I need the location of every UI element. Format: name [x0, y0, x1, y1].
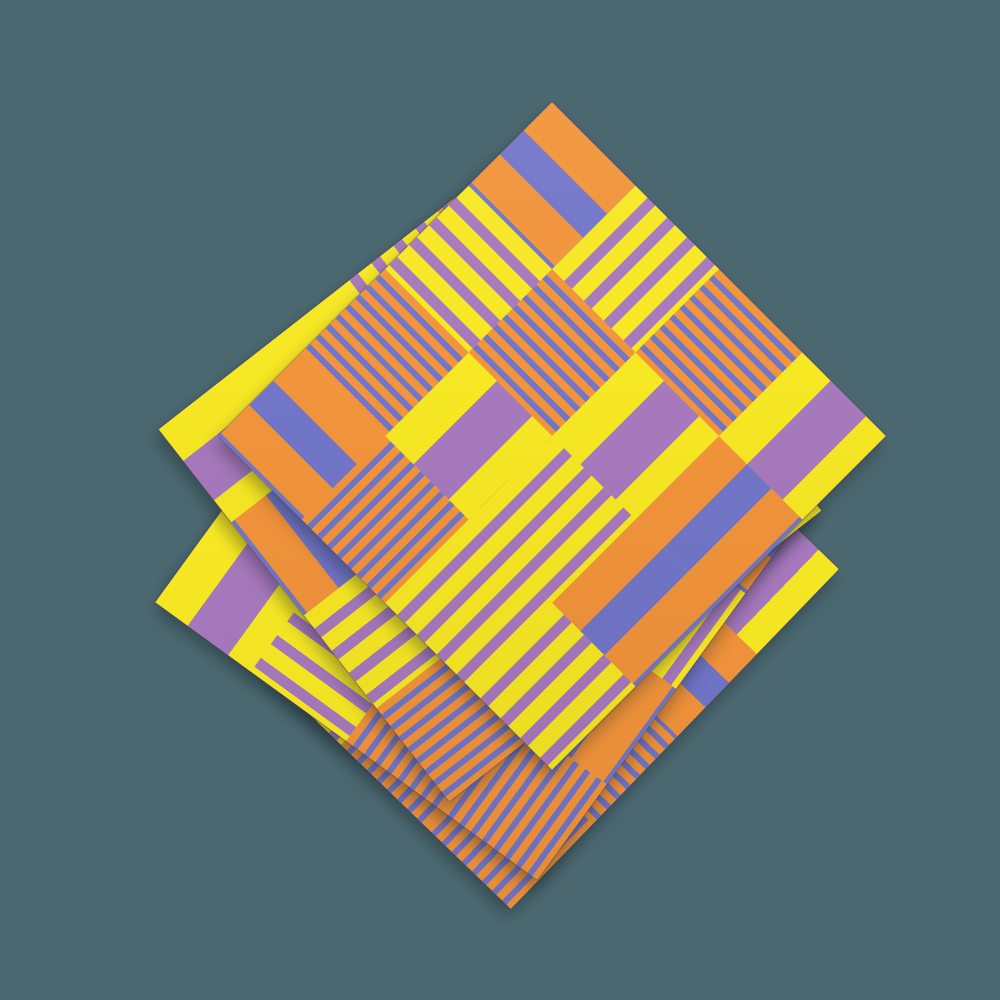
scene-description: Product photo: stack of four square kent…	[0, 0, 1, 1]
